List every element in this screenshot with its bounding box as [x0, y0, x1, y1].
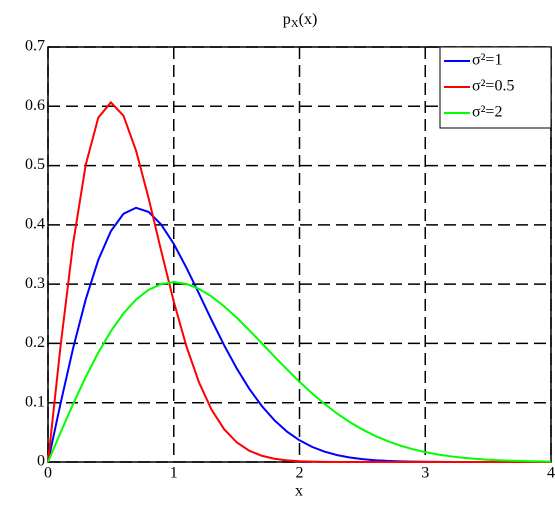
- y-tick-label: 0.1: [25, 393, 45, 410]
- title-subscript: X: [291, 18, 299, 30]
- series-line: [47, 281, 552, 463]
- y-tick-label: 0: [37, 453, 45, 470]
- x-tick-label: 1: [170, 465, 178, 482]
- y-tick-label: 0.4: [25, 216, 45, 233]
- series-line: [47, 100, 551, 463]
- x-tick-label: 0: [44, 465, 52, 482]
- y-tick-label: 0.3: [25, 275, 45, 292]
- chart-title: pX(x): [283, 11, 318, 30]
- x-tick-label: 2: [296, 465, 304, 482]
- x-axis-label: x: [295, 483, 303, 500]
- title-base: p: [283, 11, 291, 28]
- y-tick-label: 0.6: [25, 97, 45, 114]
- title-argument: (x): [299, 11, 318, 28]
- x-tick-label: 4: [547, 465, 555, 482]
- legend-label: σ²=2: [472, 104, 502, 121]
- x-tick-label: 3: [421, 465, 429, 482]
- legend-label: σ²=1: [472, 52, 502, 69]
- y-tick-label: 0.2: [25, 334, 45, 351]
- y-tick-label: 0.5: [25, 156, 45, 173]
- legend: σ²=1 σ²=0.5 σ²=2: [439, 46, 552, 129]
- y-tick-label: 0.7: [25, 38, 45, 55]
- legend-label: σ²=0.5: [472, 78, 514, 95]
